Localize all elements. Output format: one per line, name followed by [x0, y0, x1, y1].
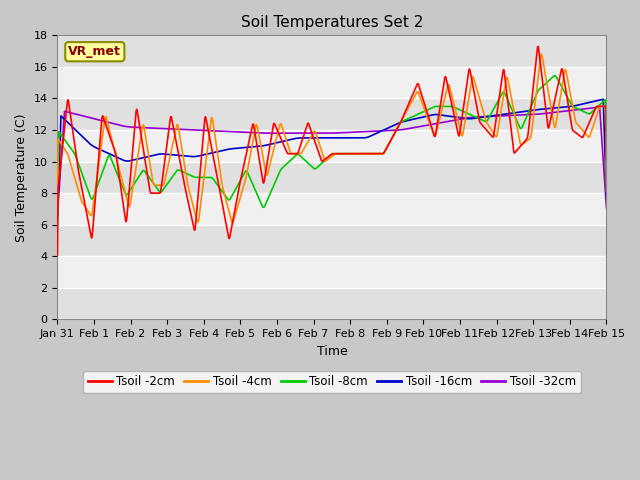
X-axis label: Time: Time	[317, 345, 348, 358]
Bar	[58, 225, 607, 256]
Bar	[58, 288, 607, 319]
Bar	[58, 67, 607, 98]
Bar	[58, 98, 607, 130]
Bar	[58, 130, 607, 162]
Bar	[58, 256, 607, 288]
Y-axis label: Soil Temperature (C): Soil Temperature (C)	[15, 113, 28, 241]
Title: Soil Temperatures Set 2: Soil Temperatures Set 2	[241, 15, 423, 30]
Bar	[58, 162, 607, 193]
Legend: Tsoil -2cm, Tsoil -4cm, Tsoil -8cm, Tsoil -16cm, Tsoil -32cm: Tsoil -2cm, Tsoil -4cm, Tsoil -8cm, Tsoi…	[83, 371, 580, 393]
Bar	[58, 36, 607, 67]
Bar	[58, 193, 607, 225]
Text: VR_met: VR_met	[68, 45, 121, 58]
